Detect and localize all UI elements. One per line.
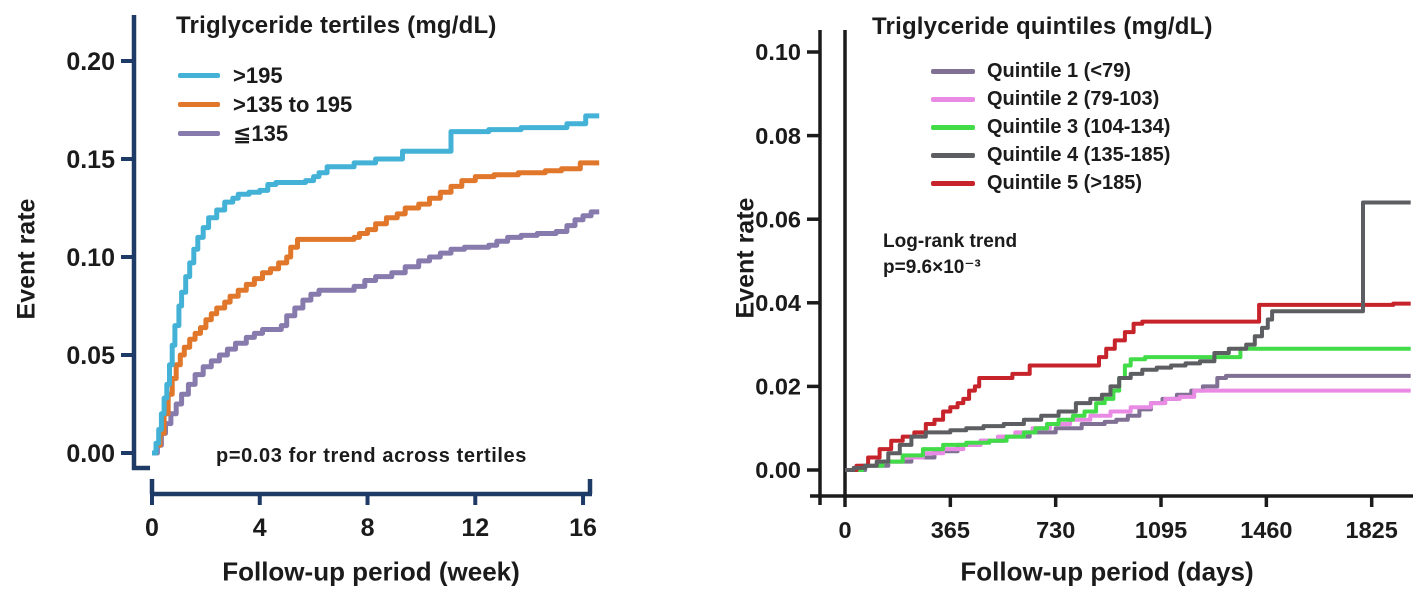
legend-line-swatch [931, 68, 975, 74]
logrank-note-line2: p=9.6×10⁻³ [883, 257, 981, 278]
x-tick-label: 1825 [1346, 517, 1398, 543]
curve-quintile-3 [845, 346, 1411, 472]
legend-line-swatch [178, 102, 220, 107]
legend-line-swatch [178, 73, 220, 78]
x-tick-label: 1460 [1240, 517, 1292, 543]
quintiles-legend: Quintile 1 (<79) Quintile 2 (79-103) Quint… [931, 57, 1170, 197]
x-tick-label: 8 [361, 514, 375, 542]
legend-item-quintile-4: Quintile 4 (135-185) [931, 141, 1170, 169]
quintiles-y-axis-label: Event rate [731, 197, 760, 319]
curve-tertile-135to195 [152, 160, 600, 456]
legend-label: Quintile 1 (<79) [987, 59, 1131, 82]
x-tick-label: 0 [145, 514, 159, 542]
curve-quintile-1 [845, 373, 1411, 472]
legend-item-tertile-le135: ≦135 [178, 119, 352, 148]
y-tick-label: 0.20 [66, 48, 115, 76]
legend-line-swatch [931, 96, 975, 102]
tertiles-p-value-note: p=0.03 for trend across tertiles [216, 445, 527, 467]
tertiles-y-axis-label: Event rate [12, 198, 41, 320]
x-tick-label: 730 [1036, 517, 1075, 543]
y-tick-label: 0.15 [66, 146, 115, 174]
x-tick-label: 1095 [1135, 517, 1187, 543]
legend-label: ≦135 [233, 120, 289, 146]
legend-item-quintile-5: Quintile 5 (>185) [931, 169, 1170, 197]
legend-item-tertile-135to195: >135 to 195 [178, 90, 352, 119]
quintiles-logrank-note: Log-rank trend p=9.6×10⁻³ [883, 229, 1017, 281]
legend-label: >135 to 195 [233, 91, 353, 117]
legend-item-tertile-gt195: >195 [178, 61, 352, 90]
curve-quintile-4 [845, 200, 1411, 472]
legend-label: Quintile 5 (>185) [987, 171, 1143, 194]
tertiles-x-axis-label: Follow-up period (week) [222, 556, 520, 587]
curve-quintile-5 [845, 301, 1411, 472]
y-tick-label: 0.05 [66, 342, 115, 370]
tertiles-legend: >195 >135 to 195 ≦135 [178, 61, 352, 148]
legend-line-swatch [178, 131, 220, 136]
legend-label: Quintile 4 (135-185) [987, 143, 1171, 166]
y-tick-label: 0.02 [755, 374, 801, 400]
legend-item-quintile-2: Quintile 2 (79-103) [931, 85, 1170, 113]
quintiles-x-axis-label: Follow-up period (days) [960, 556, 1254, 587]
x-tick-label: 16 [569, 514, 597, 542]
x-tick-label: 0 [838, 517, 851, 543]
y-tick-label: 0.08 [755, 123, 801, 149]
logrank-note-line1: Log-rank trend [883, 231, 1018, 252]
y-tick-label: 0.06 [755, 206, 801, 232]
y-tick-label: 0.04 [755, 290, 801, 316]
x-tick-label: 12 [461, 514, 489, 542]
y-tick-label: 0.00 [755, 457, 801, 483]
legend-label: >195 [233, 62, 283, 88]
legend-label: Quintile 2 (79-103) [987, 87, 1160, 110]
tertiles-title: Triglyceride tertiles (mg/dL) [176, 12, 497, 39]
curve-tertile-gt195 [152, 113, 600, 456]
curve-tertile-le135 [152, 209, 600, 456]
legend-line-swatch [931, 180, 975, 186]
legend-line-swatch [931, 124, 975, 130]
legend-label: Quintile 3 (104-134) [987, 115, 1171, 138]
legend-line-swatch [931, 152, 975, 158]
legend-item-quintile-3: Quintile 3 (104-134) [931, 113, 1170, 141]
x-tick-label: 365 [931, 517, 970, 543]
y-tick-label: 0.00 [66, 440, 115, 468]
y-tick-label: 0.10 [66, 244, 115, 272]
x-tick-label: 4 [253, 514, 267, 542]
legend-item-quintile-1: Quintile 1 (<79) [931, 57, 1170, 85]
quintiles-title: Triglyceride quintiles (mg/dL) [872, 13, 1213, 40]
curve-quintile-2 [845, 388, 1411, 472]
y-tick-label: 0.10 [755, 39, 801, 65]
